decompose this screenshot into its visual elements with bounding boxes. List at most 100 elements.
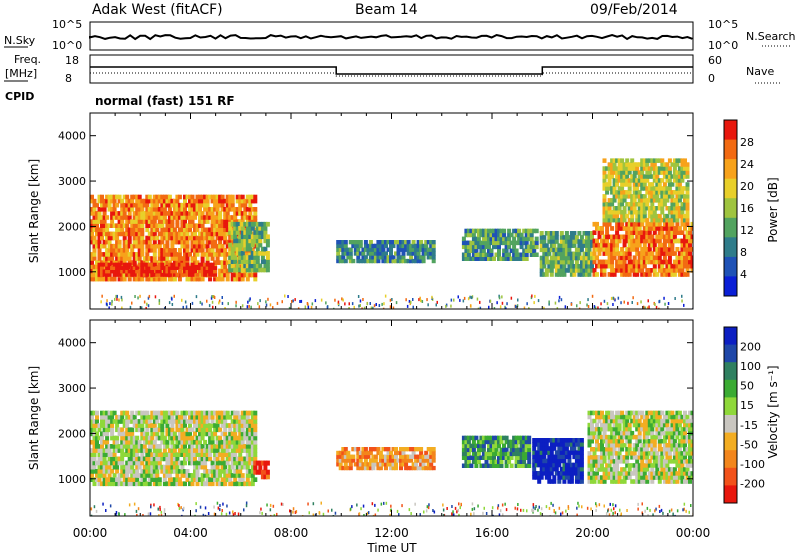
heat-cell bbox=[228, 481, 233, 487]
heat-cell bbox=[208, 252, 213, 257]
heat-cell bbox=[657, 217, 662, 223]
nsky-tick-low: 10^0 bbox=[52, 39, 82, 52]
heat-cell bbox=[632, 182, 637, 187]
heat-cell bbox=[670, 263, 675, 269]
heat-cell bbox=[260, 226, 265, 231]
heat-cell bbox=[152, 256, 157, 261]
heat-cell bbox=[248, 452, 253, 457]
heat-cell bbox=[549, 264, 554, 269]
heat-cell bbox=[218, 410, 223, 416]
heat-cell bbox=[243, 246, 248, 252]
heat-cell bbox=[509, 451, 514, 457]
heat-cell bbox=[512, 244, 517, 250]
heat-cell bbox=[115, 456, 120, 462]
heat-cell bbox=[228, 251, 233, 256]
heat-cell bbox=[220, 410, 225, 416]
heat-cell bbox=[414, 243, 419, 249]
heat-cell bbox=[343, 450, 348, 456]
heat-cell bbox=[188, 252, 192, 257]
heat-cell bbox=[384, 462, 388, 467]
heat-cell bbox=[675, 206, 680, 211]
heat-cell bbox=[675, 190, 680, 195]
heat-cell bbox=[615, 194, 620, 199]
heat-cell bbox=[650, 158, 655, 163]
heat-cell bbox=[105, 256, 110, 261]
heat-cell bbox=[243, 207, 248, 212]
heat-cell bbox=[147, 448, 152, 453]
heat-cell bbox=[253, 414, 258, 420]
heat-cell bbox=[635, 170, 640, 175]
heat-cell bbox=[457, 295, 459, 299]
heat-cell bbox=[539, 235, 544, 240]
heat-cell bbox=[140, 306, 143, 309]
heat-cell bbox=[376, 247, 381, 252]
heat-cell bbox=[461, 447, 466, 453]
heat-cell bbox=[157, 252, 162, 257]
heat-cell bbox=[213, 266, 218, 270]
heat-cell bbox=[95, 239, 99, 245]
heat-cell bbox=[603, 299, 606, 303]
heat-cell bbox=[683, 247, 687, 252]
heat-cell bbox=[132, 272, 137, 277]
heat-cell bbox=[120, 419, 125, 424]
heat-cell bbox=[150, 266, 155, 270]
heat-cell bbox=[401, 255, 406, 260]
heat-cell bbox=[215, 207, 220, 212]
heat-cell bbox=[554, 272, 559, 277]
heat-cell bbox=[548, 300, 550, 304]
heat-cell bbox=[469, 443, 474, 449]
heat-cell bbox=[183, 194, 187, 200]
heat-cell bbox=[180, 410, 185, 416]
heat-cell bbox=[130, 464, 135, 470]
heat-cell bbox=[665, 230, 670, 235]
heat-cell bbox=[248, 263, 253, 269]
heat-cell bbox=[607, 443, 612, 448]
heat-cell bbox=[200, 243, 205, 249]
heat-cell bbox=[210, 296, 213, 300]
heat-cell bbox=[127, 262, 132, 267]
heat-cell bbox=[167, 231, 172, 237]
heat-cell bbox=[102, 464, 107, 470]
heat-cell bbox=[544, 446, 549, 451]
heat-cell bbox=[567, 442, 572, 447]
heat-cell bbox=[559, 251, 564, 257]
heat-cell bbox=[612, 162, 617, 167]
heat-cell bbox=[152, 207, 157, 212]
heat-cell bbox=[637, 217, 642, 223]
heat-cell bbox=[180, 207, 185, 212]
heat-cell bbox=[198, 211, 202, 216]
heat-cell bbox=[172, 269, 177, 274]
heat-cell bbox=[409, 458, 414, 463]
heat-cell bbox=[655, 182, 660, 187]
heat-cell bbox=[238, 251, 243, 256]
heat-cell bbox=[233, 211, 238, 216]
heat-cell bbox=[675, 213, 680, 219]
heat-cell bbox=[652, 272, 657, 277]
heat-cell bbox=[240, 194, 245, 200]
heat-cell bbox=[183, 260, 187, 265]
heat-cell bbox=[120, 256, 125, 261]
heat-cell bbox=[605, 434, 610, 440]
heat-cell bbox=[205, 194, 210, 200]
heat-cell bbox=[142, 219, 147, 224]
heat-cell bbox=[105, 235, 110, 241]
heat-cell bbox=[200, 260, 205, 265]
heat-cell bbox=[590, 459, 594, 464]
heat-cell bbox=[617, 434, 622, 440]
heat-cell bbox=[640, 221, 645, 227]
heat-cell bbox=[225, 460, 230, 466]
heat-cell bbox=[115, 427, 120, 433]
heat-cell bbox=[602, 198, 607, 203]
heat-cell bbox=[569, 438, 574, 443]
heat-cell bbox=[125, 215, 130, 220]
heat-cell bbox=[145, 202, 150, 208]
heat-cell bbox=[544, 251, 549, 257]
heat-cell bbox=[215, 194, 220, 200]
heat-cell bbox=[125, 239, 130, 245]
heat-cell bbox=[130, 414, 135, 420]
heat-cell bbox=[225, 473, 230, 478]
heat-cell bbox=[672, 178, 677, 183]
heat-cell bbox=[105, 231, 110, 237]
heat-cell bbox=[120, 202, 125, 208]
heat-cell bbox=[617, 162, 622, 167]
